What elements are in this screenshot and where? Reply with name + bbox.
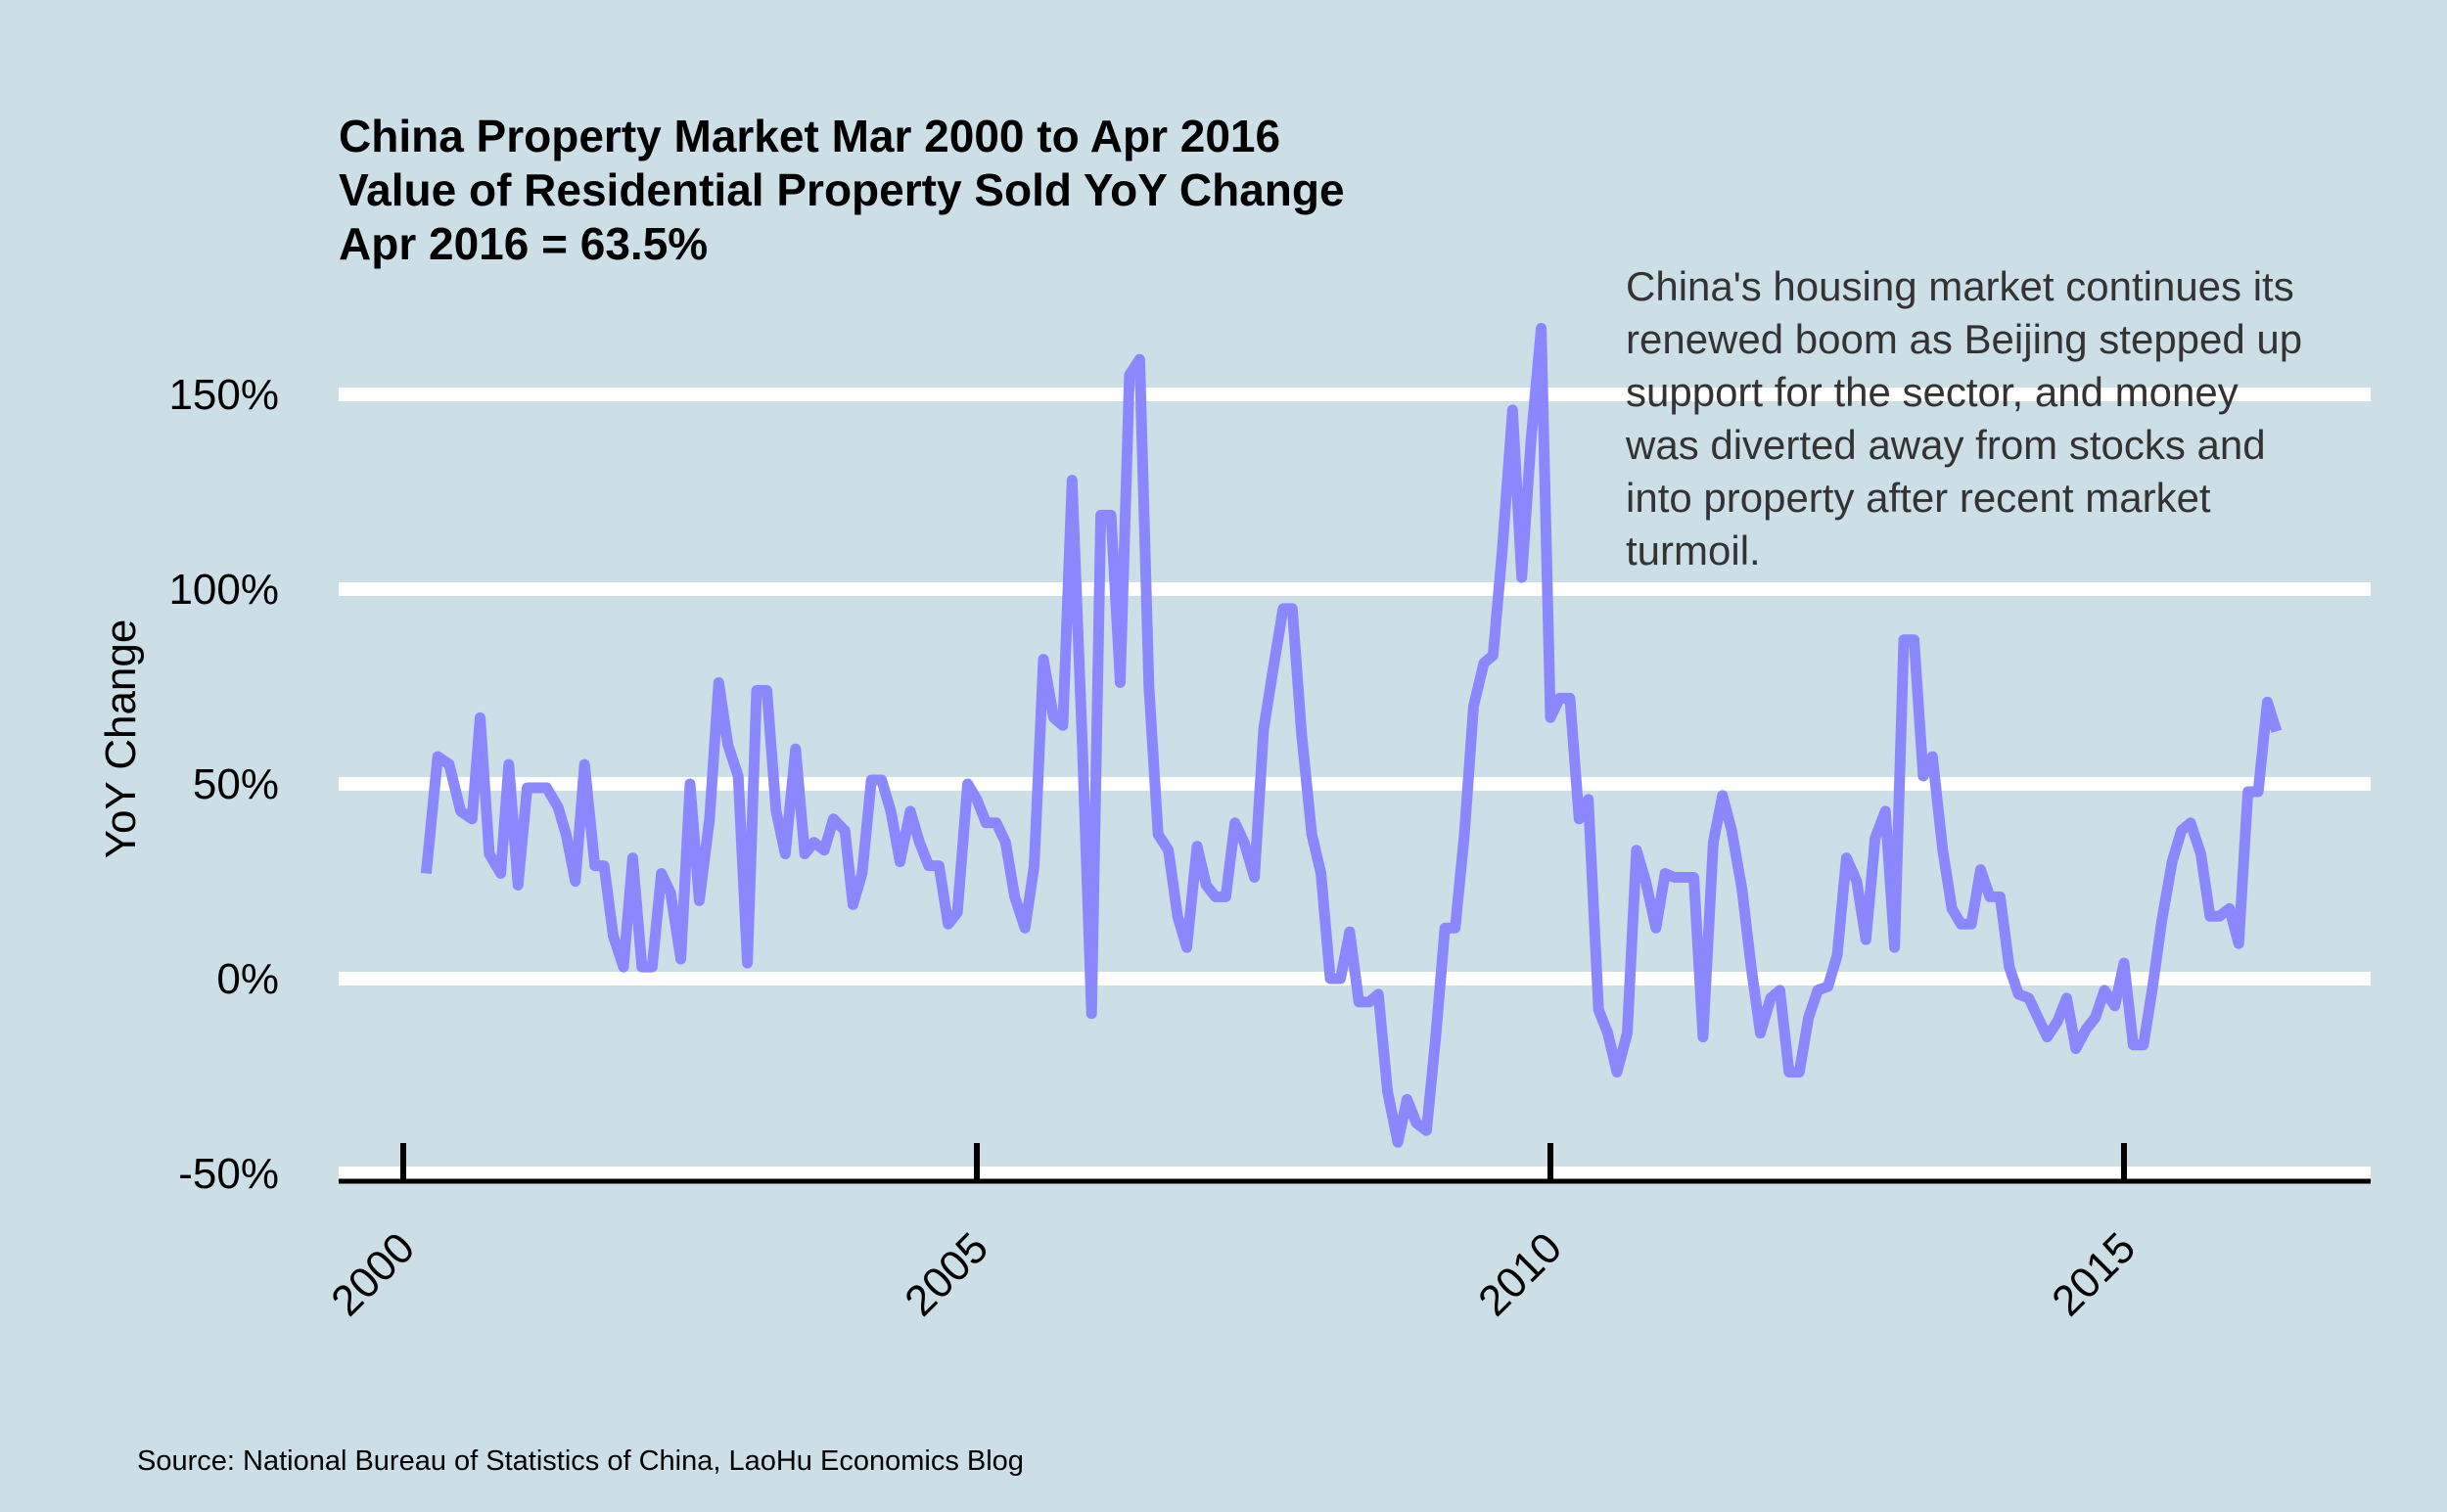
chart-title: China Property Market Mar 2000 to Apr 20… <box>339 111 1280 161</box>
annotation-line: was diverted away from stocks and <box>1625 422 2266 468</box>
annotation-line: renewed boom as Beijing stepped up <box>1626 316 2302 362</box>
annotation-line: support for the sector, and money <box>1626 369 2239 415</box>
x-tick-label: 2000 <box>322 1223 424 1325</box>
y-tick-label: 100% <box>168 566 279 614</box>
x-tick-label: 2015 <box>2043 1223 2145 1325</box>
y-tick-labels: 150% 100% 50% 0% -50% <box>168 371 279 1198</box>
y-axis-label: YoY Change <box>97 619 145 859</box>
series-line <box>420 322 2283 1148</box>
x-axis <box>339 1143 2371 1184</box>
chart-subtitle-2: Apr 2016 = 63.5% <box>339 218 708 269</box>
chart-subtitle-1: Value of Residential Property Sold YoY C… <box>339 164 1345 215</box>
x-tick-labels: 2000 2005 2010 2015 <box>322 1223 2145 1325</box>
x-tick-label: 2010 <box>1469 1223 1571 1325</box>
y-tick-label: -50% <box>178 1150 279 1198</box>
annotation-text: China's housing market continues its ren… <box>1625 263 2302 573</box>
y-tick-label: 150% <box>168 371 279 419</box>
chart-title-group: China Property Market Mar 2000 to Apr 20… <box>339 111 1345 269</box>
y-tick-label: 0% <box>216 955 279 1003</box>
series-layer <box>420 322 2283 1148</box>
x-tick-label: 2005 <box>896 1223 997 1325</box>
annotation-line: into property after recent market <box>1626 475 2211 521</box>
source-note: Source: National Bureau of Statistics of… <box>137 1445 1024 1477</box>
y-tick-label: 50% <box>193 760 279 808</box>
annotation-line: turmoil. <box>1626 527 1761 573</box>
annotation-line: China's housing market continues its <box>1626 263 2294 309</box>
grid-layer <box>339 388 2371 1180</box>
